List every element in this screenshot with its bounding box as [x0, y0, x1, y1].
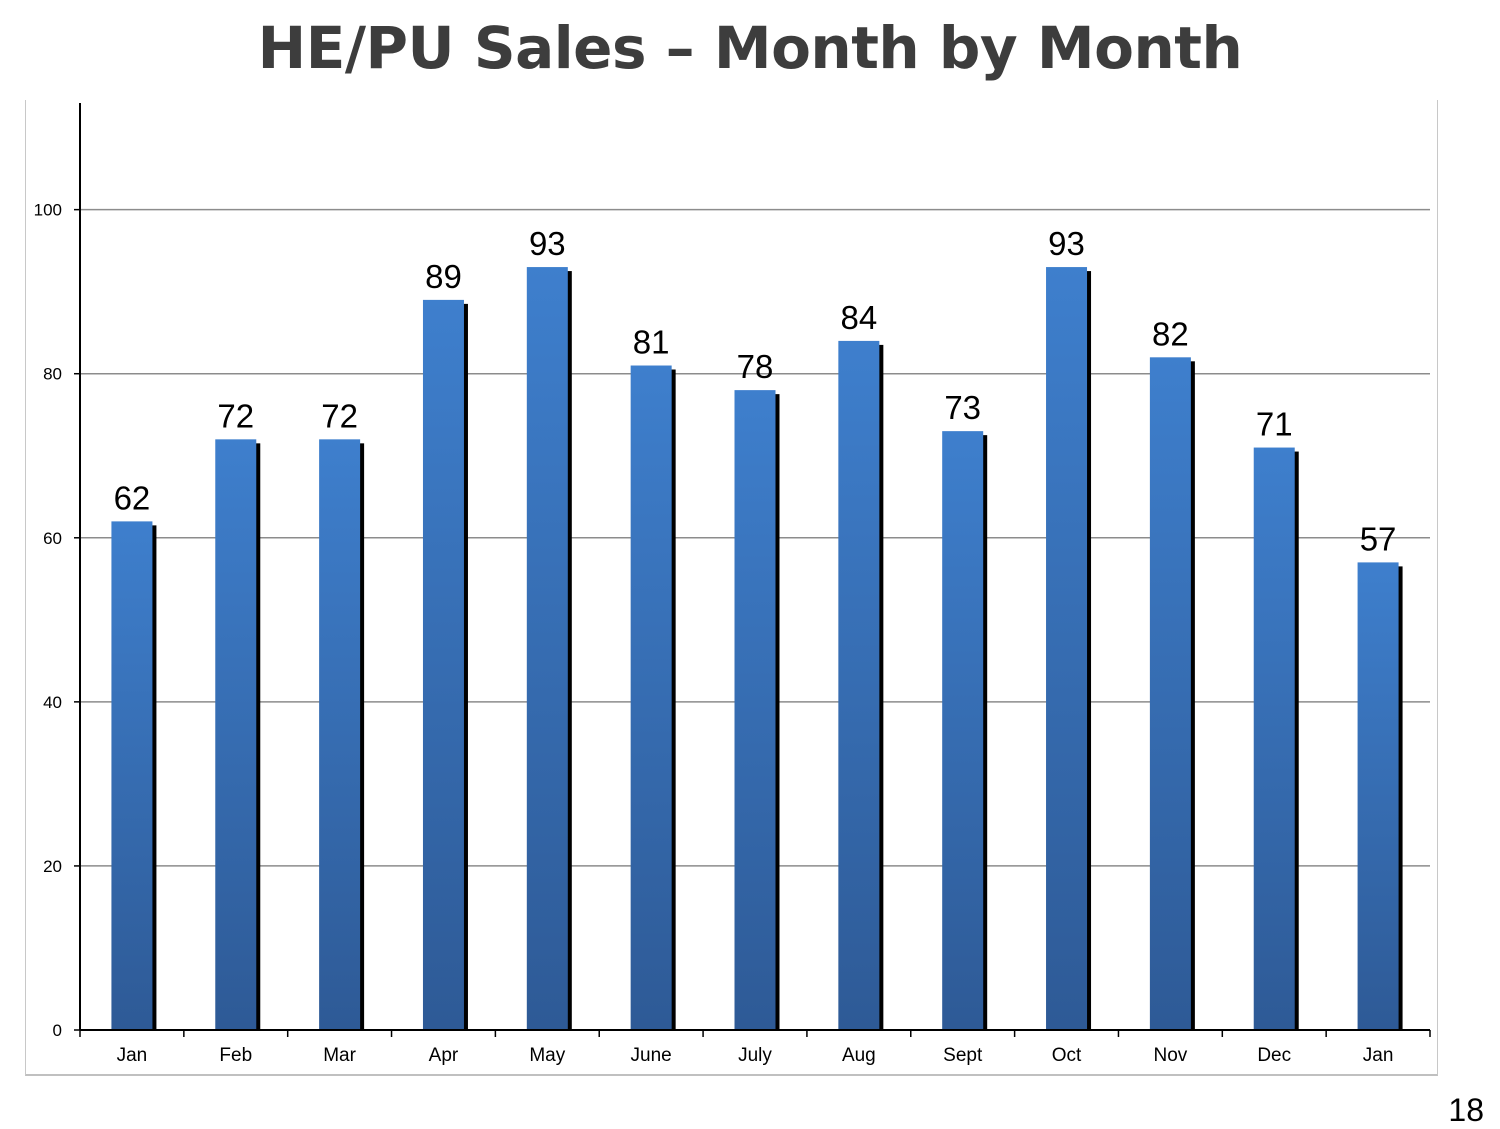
data-label: 57: [1360, 520, 1397, 557]
slide-title: HE/PU Sales – Month by Month: [257, 14, 1243, 82]
data-label: 93: [529, 225, 566, 262]
chart-frame: [25, 100, 1438, 1076]
bar: [215, 439, 257, 1031]
x-tick-label: Oct: [1052, 1045, 1082, 1066]
y-tick-label: 80: [43, 365, 62, 384]
data-label: 72: [217, 397, 254, 434]
y-tick-label: 60: [43, 529, 62, 548]
bar: [1253, 447, 1295, 1030]
bar: [526, 267, 568, 1030]
x-tick-label: June: [631, 1045, 672, 1066]
bar: [838, 340, 880, 1030]
bar: [111, 521, 153, 1030]
bar: [734, 390, 776, 1030]
x-tick-label: May: [529, 1045, 565, 1066]
data-label: 78: [737, 348, 774, 385]
labels: 0 20 40 60 80 100 62 Jan 72 Feb 72 Mar 89 Apr 93 May 81 J…: [34, 201, 1397, 1066]
bar: [422, 299, 464, 1030]
x-tick-label: Apr: [429, 1045, 459, 1066]
data-label: 84: [840, 299, 877, 336]
data-label: 82: [1152, 315, 1189, 352]
bar: [1357, 562, 1399, 1030]
data-label: 93: [1048, 225, 1085, 262]
bar: [630, 365, 672, 1030]
axes: [74, 103, 1431, 1037]
data-label: 89: [425, 258, 462, 295]
x-tick-label: Jan: [1363, 1045, 1394, 1066]
x-tick-label: Sept: [943, 1045, 983, 1066]
x-tick-label: Jan: [117, 1045, 148, 1066]
y-tick-label: 0: [53, 1021, 62, 1040]
x-tick-label: Nov: [1153, 1045, 1187, 1066]
x-tick-label: July: [738, 1045, 772, 1066]
data-label: 62: [114, 479, 151, 516]
data-label: 71: [1256, 406, 1293, 443]
data-label: 81: [633, 324, 670, 361]
x-tick-label: Feb: [219, 1045, 252, 1066]
y-tick-label: 40: [43, 693, 62, 712]
page-number: 18: [1448, 1092, 1484, 1128]
bars: [111, 267, 1403, 1031]
bar: [1149, 357, 1191, 1031]
x-tick-label: Aug: [842, 1045, 876, 1066]
y-tick-label: 20: [43, 857, 62, 876]
bar: [319, 439, 361, 1031]
bar: [1046, 267, 1088, 1030]
y-tick-label: 100: [34, 201, 62, 220]
x-tick-label: Mar: [323, 1045, 356, 1066]
data-label: 73: [944, 389, 981, 426]
x-tick-label: Dec: [1257, 1045, 1291, 1066]
data-label: 72: [321, 397, 358, 434]
bar: [942, 431, 984, 1030]
